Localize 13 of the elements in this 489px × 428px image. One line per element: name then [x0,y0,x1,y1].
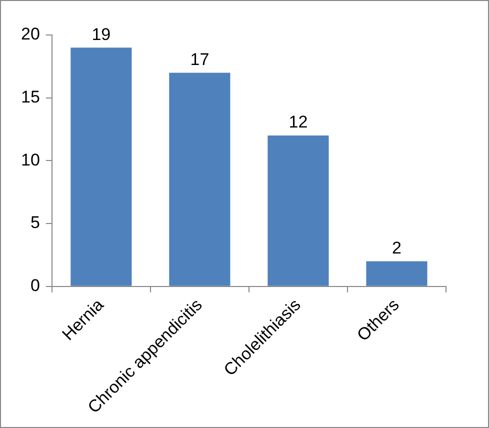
y-tick-label: 5 [30,213,40,232]
bar [169,72,230,286]
data-label: 12 [288,112,308,132]
y-tick-label: 10 [20,150,40,170]
data-label: 2 [392,238,402,258]
data-label: 17 [190,50,210,69]
data-label: 19 [92,24,111,44]
y-tick-label: 15 [20,88,40,107]
bar [366,261,428,286]
y-tick-label: 0 [30,276,40,296]
bar [268,136,329,286]
y-tick-label: 20 [20,24,40,44]
bar [70,48,132,286]
